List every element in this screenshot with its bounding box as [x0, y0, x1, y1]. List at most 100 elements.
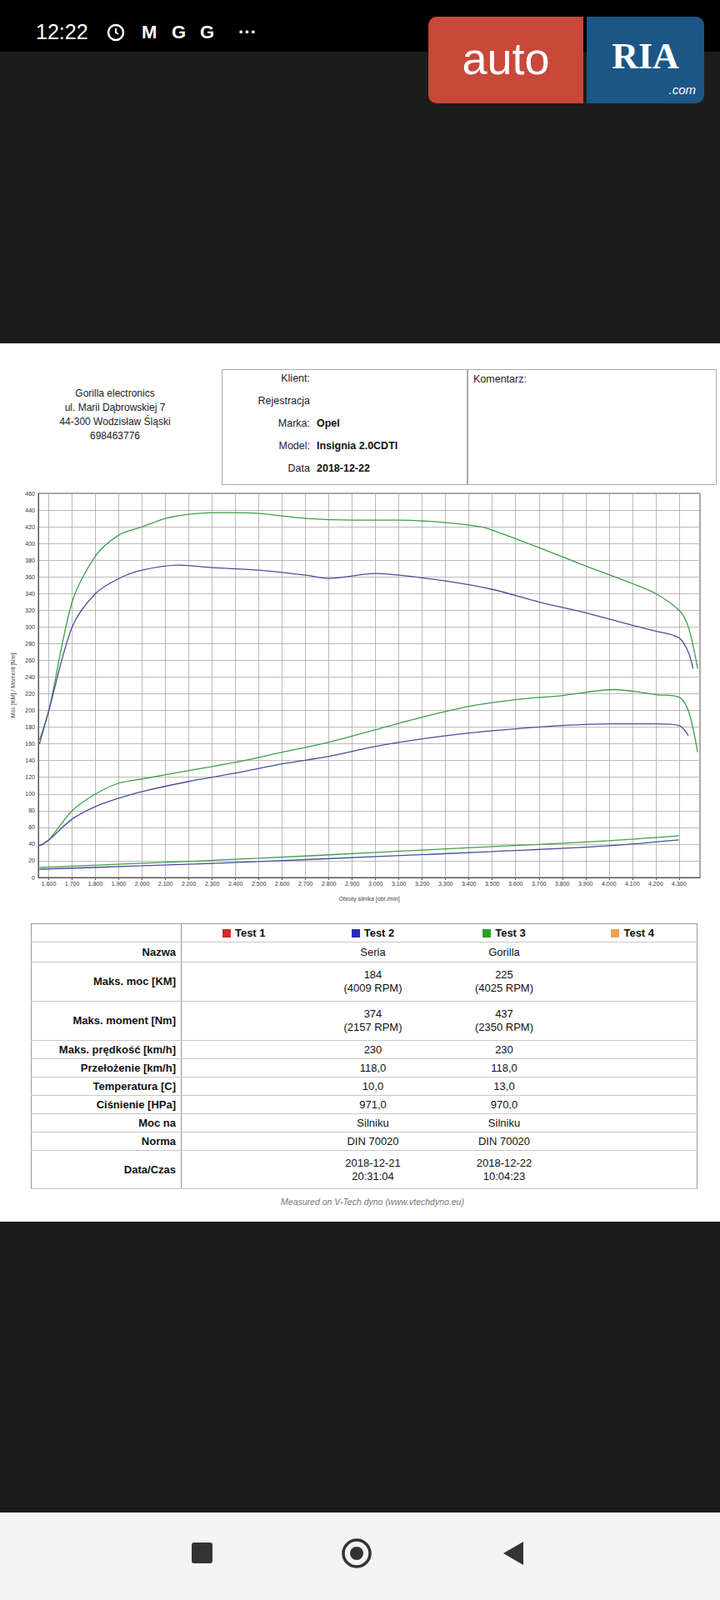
html-text:184: 184	[363, 968, 382, 981]
svg-text:2.300: 2.300	[205, 880, 220, 887]
svg-text:2.100: 2.100	[158, 880, 174, 887]
svg-text:300: 300	[25, 624, 35, 630]
svg-text:260: 260	[25, 657, 35, 664]
svg-text:2.700: 2.700	[298, 880, 314, 887]
html-text:10:04:23: 10:04:23	[483, 1169, 526, 1183]
svg-text:2.200: 2.200	[181, 880, 197, 887]
html-text:M: M	[141, 21, 157, 43]
svg-text:4.300: 4.300	[671, 880, 687, 887]
svg-text:180: 180	[25, 724, 35, 730]
svg-text:1.600: 1.600	[41, 880, 57, 887]
html-text:Ciśnienie [HPa]: Ciśnienie [HPa]	[96, 1097, 176, 1111]
html-text:13,0: 13,0	[493, 1079, 515, 1093]
html-text:Temperatura [C]: Temperatura [C]	[92, 1079, 176, 1093]
html-text:DIN 70020: DIN 70020	[478, 1134, 531, 1148]
html-text:G: G	[171, 21, 186, 43]
svg-text:3.700: 3.700	[531, 880, 547, 887]
html-text:230: 230	[363, 1042, 382, 1056]
html-text:374: 374	[363, 1007, 382, 1020]
svg-text:2.400: 2.400	[228, 880, 244, 887]
svg-text:240: 240	[25, 674, 35, 680]
svg-text:440: 440	[25, 507, 35, 514]
html-text:Maks. moc [KM]: Maks. moc [KM]	[93, 975, 176, 988]
html-text:(4009 RPM): (4009 RPM)	[343, 981, 403, 995]
svg-text:200: 200	[25, 707, 35, 714]
svg-text:4.000: 4.000	[601, 880, 617, 887]
svg-text:1.900: 1.900	[111, 880, 127, 887]
svg-text:420: 420	[25, 524, 35, 530]
svg-text:120: 120	[25, 774, 35, 780]
svg-text:3.100: 3.100	[391, 880, 407, 887]
html-text:Maks. moment [Nm]: Maks. moment [Nm]	[72, 1014, 176, 1027]
html-text:12:22: 12:22	[35, 20, 88, 44]
svg-text:3.600: 3.600	[508, 880, 524, 887]
html-text:Test 4: Test 4	[623, 926, 655, 939]
html-text:RIA: RIA	[611, 35, 679, 77]
html-text:10,0: 10,0	[362, 1079, 384, 1093]
svg-text:4.100: 4.100	[625, 880, 640, 887]
svg-text:2.600: 2.600	[275, 880, 290, 887]
svg-text:140: 140	[25, 757, 35, 764]
svg-text:460: 460	[25, 490, 35, 497]
html-text:Norma: Norma	[141, 1134, 176, 1148]
html-text:971,0: 971,0	[359, 1097, 387, 1111]
svg-text:2.900: 2.900	[345, 880, 360, 887]
html-text:230: 230	[495, 1042, 514, 1056]
html-text:Nazwa: Nazwa	[142, 945, 176, 958]
svg-text:100: 100	[25, 790, 35, 797]
html-text:970,0: 970,0	[490, 1097, 518, 1111]
svg-text:3.500: 3.500	[485, 880, 500, 887]
html-text:Data: Data	[288, 462, 310, 475]
svg-text:3.800: 3.800	[555, 880, 570, 887]
svg-text:0: 0	[31, 875, 35, 881]
svg-text:3.400: 3.400	[461, 880, 477, 887]
svg-text:2.000: 2.000	[135, 880, 150, 887]
html-text:Marka:: Marka:	[278, 417, 310, 430]
svg-text:340: 340	[25, 590, 35, 597]
html-text:225: 225	[495, 968, 514, 981]
svg-text:3.000: 3.000	[368, 880, 384, 887]
svg-text:360: 360	[25, 574, 35, 580]
svg-text:1.700: 1.700	[65, 880, 80, 887]
svg-text:3.900: 3.900	[578, 880, 594, 887]
svg-text:20: 20	[28, 857, 35, 864]
svg-text:4.200: 4.200	[648, 880, 664, 887]
svg-text:320: 320	[25, 607, 35, 614]
html-text:ul. Marii Dąbrowskiej 7: ul. Marii Dąbrowskiej 7	[64, 401, 166, 414]
svg-text:160: 160	[25, 740, 35, 747]
html-text:Seria: Seria	[360, 945, 386, 958]
svg-text:Obroty silnika [obr./min]: Obroty silnika [obr./min]	[338, 895, 400, 903]
html-text:Test 1: Test 1	[234, 926, 266, 939]
html-text:Maks. prędkość [km/h]: Maks. prędkość [km/h]	[59, 1042, 176, 1056]
svg-text:3.200: 3.200	[415, 880, 430, 887]
html-text:Test 2: Test 2	[363, 926, 395, 939]
svg-text:280: 280	[25, 640, 35, 647]
svg-text:2.500: 2.500	[251, 880, 267, 887]
svg-text:60: 60	[28, 824, 35, 830]
svg-text:2.800: 2.800	[321, 880, 337, 887]
svg-text:Moc [KM] / Moment [Nm]: Moc [KM] / Moment [Nm]	[10, 653, 17, 718]
svg-text:1.800: 1.800	[88, 880, 104, 887]
html-text:44-300 Wodzisław Śląski: 44-300 Wodzisław Śląski	[59, 415, 171, 428]
html-text:.com: .com	[668, 82, 696, 97]
svg-text:220: 220	[25, 690, 35, 697]
html-text:2018-12-22: 2018-12-22	[316, 462, 370, 475]
html-text:Gorilla electronics: Gorilla electronics	[75, 387, 155, 400]
html-text:Gorilla: Gorilla	[488, 945, 520, 958]
svg-text:400: 400	[25, 540, 35, 547]
html-text:Klient:: Klient:	[281, 372, 310, 385]
html-text:G: G	[200, 21, 215, 43]
svg-text:3.300: 3.300	[438, 880, 454, 887]
html-text:(4025 RPM): (4025 RPM)	[475, 981, 534, 995]
html-text:Opel: Opel	[316, 417, 340, 430]
svg-text:380: 380	[25, 557, 35, 564]
svg-text:80: 80	[28, 807, 35, 814]
html-text:(2350 RPM): (2350 RPM)	[475, 1020, 534, 1034]
html-text:auto: auto	[462, 33, 550, 84]
html-text:20:31:04: 20:31:04	[351, 1169, 394, 1183]
html-text:DIN 70020: DIN 70020	[347, 1134, 399, 1148]
html-text:Test 3: Test 3	[495, 926, 526, 939]
svg-text:40: 40	[28, 840, 35, 847]
html-text:Data/Czas: Data/Czas	[124, 1162, 176, 1176]
html-text:(2157 RPM): (2157 RPM)	[343, 1020, 403, 1034]
